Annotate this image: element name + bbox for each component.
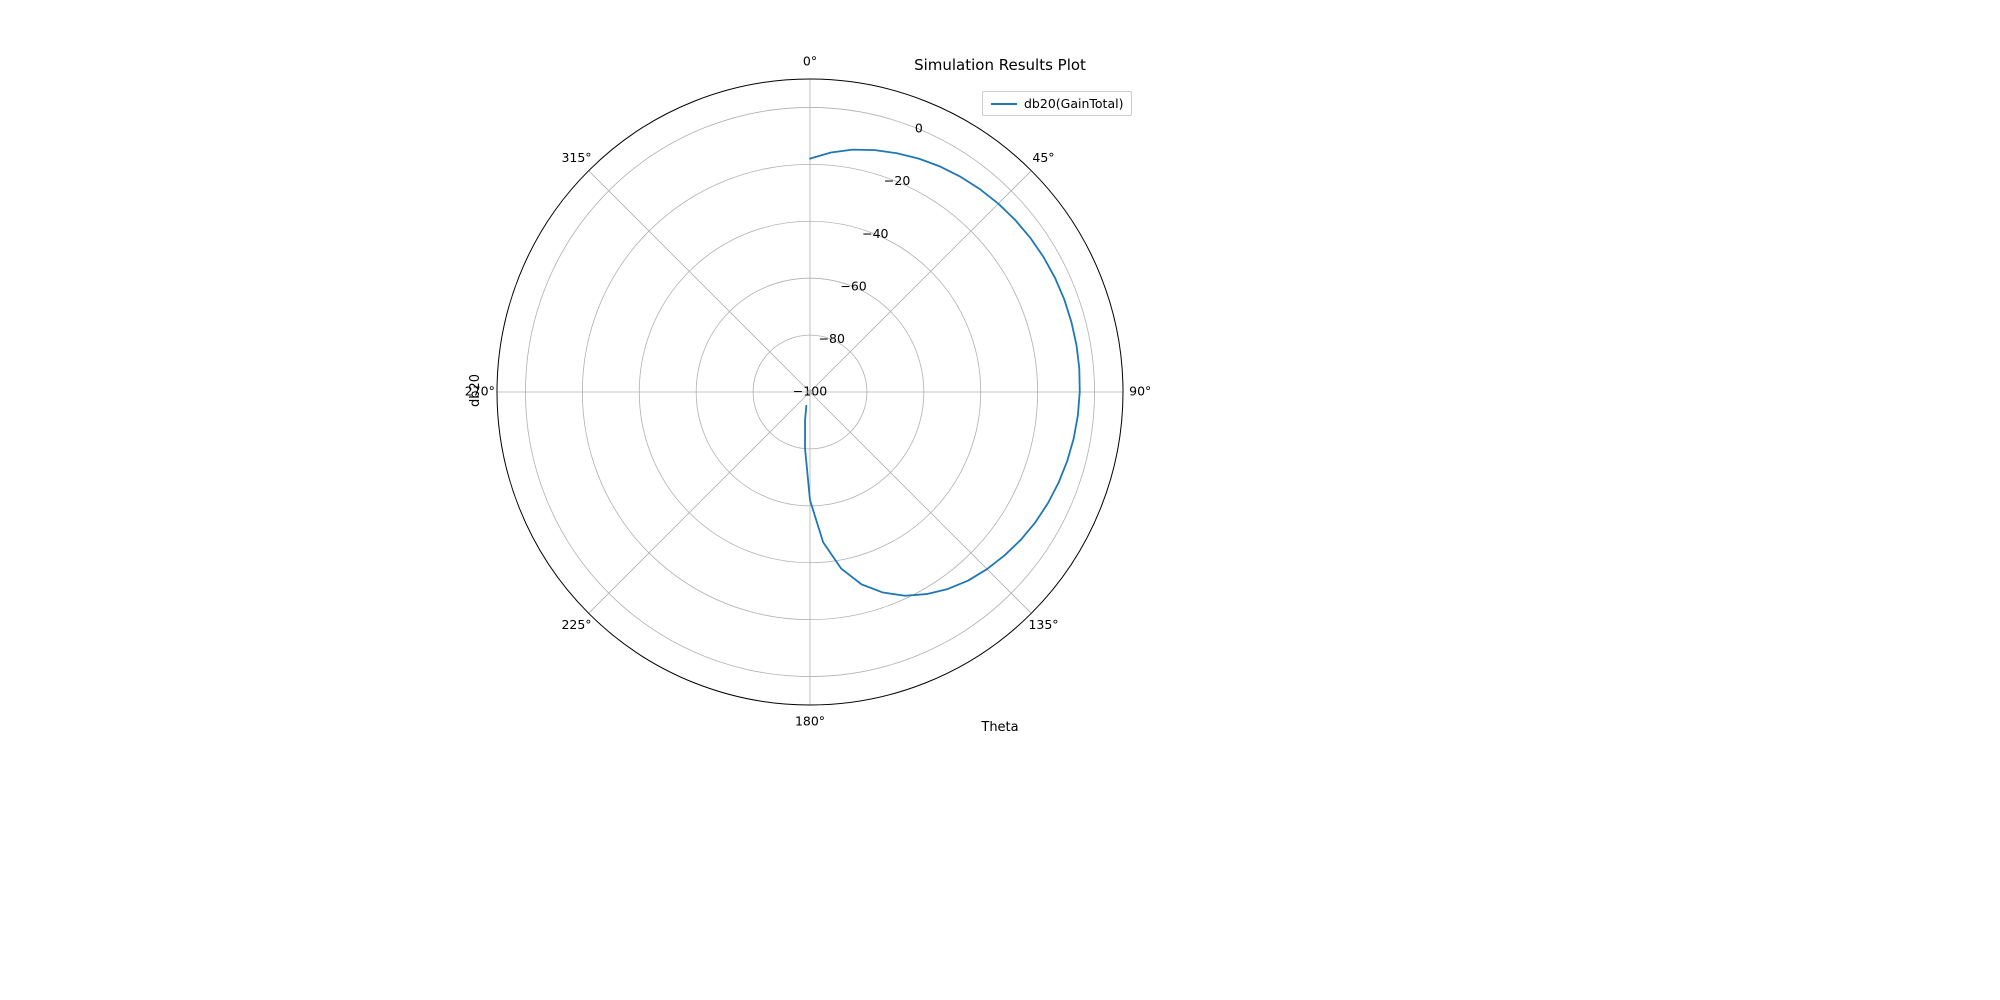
- figure: Simulation Results Plot 0°45°90°135°180°…: [0, 0, 2000, 1000]
- x-axis-label: Theta: [0, 720, 2000, 735]
- angle-tick-label: 45°: [1032, 150, 1054, 165]
- angle-tick-label: 225°: [561, 617, 591, 632]
- radius-tick-label: −80: [819, 331, 845, 346]
- y-axis-label: db20: [468, 374, 483, 407]
- legend: db20(GainTotal): [982, 91, 1132, 116]
- radius-tick-label: −60: [840, 278, 866, 293]
- polar-plot: 0°45°90°135°180°225°270°315°−100−80−60−4…: [0, 0, 2000, 1000]
- series-line: [805, 150, 1080, 596]
- legend-label: db20(GainTotal): [1024, 96, 1123, 111]
- angle-tick-label: 135°: [1028, 617, 1058, 632]
- radius-tick-label: −20: [884, 173, 910, 188]
- angle-tick-label: 0°: [803, 53, 817, 68]
- radius-tick-label: −40: [862, 226, 888, 241]
- radius-tick-label: −100: [793, 384, 827, 399]
- radius-tick-label: 0: [915, 121, 923, 136]
- angle-tick-label: 315°: [561, 150, 591, 165]
- legend-swatch: [991, 103, 1017, 105]
- legend-item: db20(GainTotal): [991, 96, 1123, 111]
- angle-tick-label: 90°: [1129, 384, 1151, 399]
